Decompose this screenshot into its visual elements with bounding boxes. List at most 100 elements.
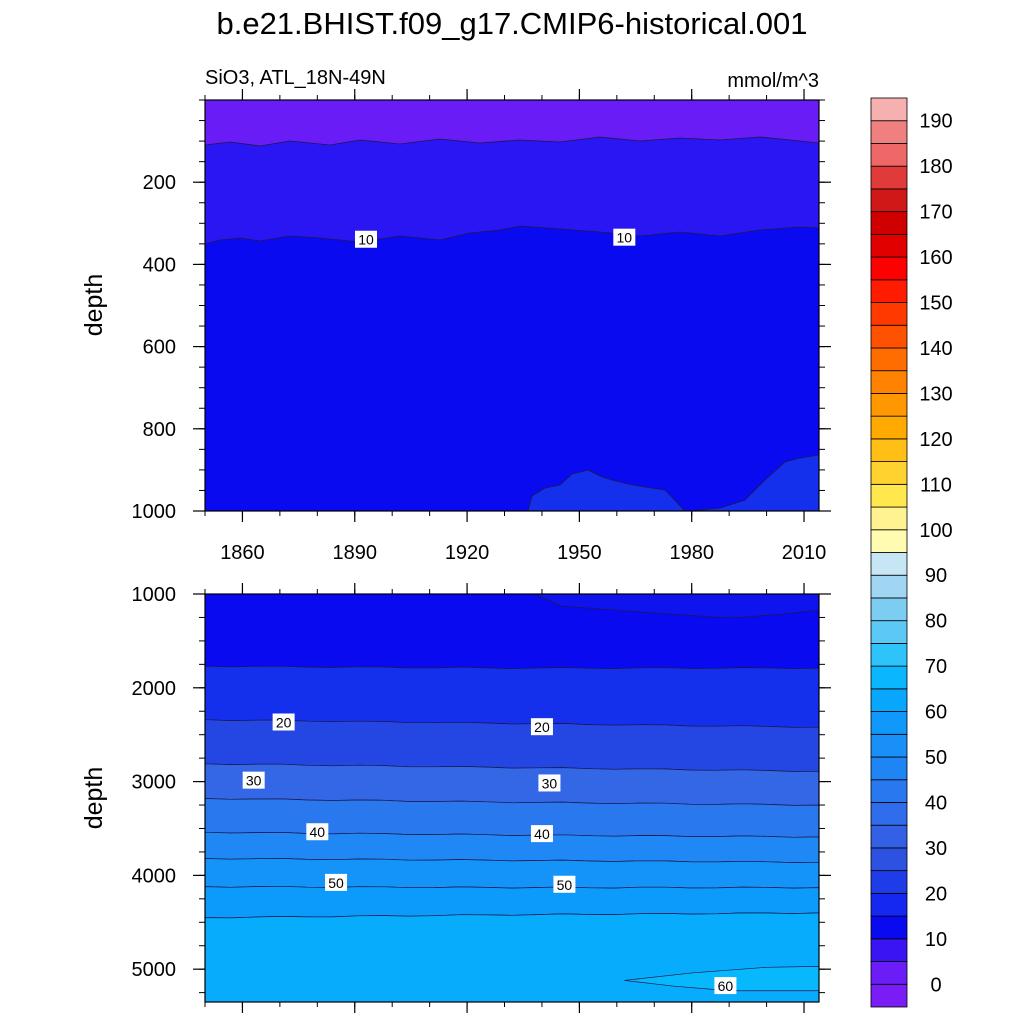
lower-top-patch xyxy=(534,594,819,619)
colorbar-box xyxy=(870,415,908,440)
colorbar-label: 100 xyxy=(919,520,952,542)
colorbar-box xyxy=(870,233,908,258)
colorbar-box xyxy=(870,961,908,985)
colorbar-label: 50 xyxy=(925,747,947,769)
lower-contour-label: 60 xyxy=(714,977,737,995)
colorbar-box xyxy=(870,211,908,235)
chart-title: b.e21.BHIST.f09_g17.CMIP6-historical.001 xyxy=(216,6,808,41)
colorbar-box xyxy=(870,688,908,712)
upper-contour-label: 10 xyxy=(613,228,636,246)
colorbar-box xyxy=(870,733,908,758)
colorbar-box xyxy=(870,847,908,872)
upper-axis-ticks: 1860 1890 1920 1950 1980 2010 200 400 600 800 1000 xyxy=(132,89,831,564)
upper-panel: 1860 1890 1920 1950 1980 2010 200 400 600 800 1000… xyxy=(80,89,831,564)
lower-contour-label: 20 xyxy=(272,713,295,731)
upper-ytick-label: 800 xyxy=(143,419,176,441)
lower-contour-label: 50 xyxy=(553,875,576,893)
upper-xtick-label: 1920 xyxy=(445,542,490,564)
lower-contour-labels: 20 20 30 30 40 40 50 50 60 xyxy=(242,713,737,995)
lower-contour-label: 40 xyxy=(530,825,553,843)
colorbar-label: 20 xyxy=(925,883,947,905)
lower-contour-label-text: 50 xyxy=(557,877,573,893)
colorbar-box xyxy=(870,665,908,690)
colorbar-label: 120 xyxy=(919,429,952,451)
lower-contour-label: 30 xyxy=(538,774,561,792)
colorbar-label: 0 xyxy=(930,974,941,996)
upper-ytick-label: 400 xyxy=(143,254,176,276)
lower-band xyxy=(205,831,819,863)
colorbar-box xyxy=(870,711,908,735)
upper-ytick-label: 200 xyxy=(143,172,176,194)
colorbar-label: 30 xyxy=(925,838,947,860)
colorbar-box xyxy=(870,279,908,303)
colorbar-box xyxy=(870,620,908,644)
colorbar-box xyxy=(870,347,908,372)
colorbar-box xyxy=(870,574,908,599)
lower-contour-label-box xyxy=(714,977,737,995)
lower-band xyxy=(205,719,819,772)
lower-contour-label-box xyxy=(272,713,295,731)
colorbar-box xyxy=(870,302,908,326)
upper-xtick-label: 1860 xyxy=(220,542,265,564)
lower-contour-label: 40 xyxy=(306,823,329,841)
colorbar-box xyxy=(870,461,908,485)
colorbar-box xyxy=(870,256,908,281)
colorbar-box xyxy=(870,143,908,167)
lower-contour-label-box xyxy=(530,718,553,736)
upper-contour-label-text: 10 xyxy=(358,232,374,248)
lower-contour-label-text: 60 xyxy=(718,978,734,994)
colorbar-box xyxy=(870,892,908,917)
upper-xtick-label: 1980 xyxy=(669,542,714,564)
colorbar-label: 90 xyxy=(925,565,947,587)
colorbar-box xyxy=(870,756,908,781)
lower-contour-label-text: 30 xyxy=(542,775,558,791)
colorbar-box xyxy=(870,506,908,531)
colorbar-box xyxy=(870,438,908,463)
colorbar-box xyxy=(870,529,908,553)
colorbar-label: 160 xyxy=(919,247,952,269)
upper-xtick-label: 1890 xyxy=(333,542,378,564)
lower-ytick-label: 2000 xyxy=(132,678,177,700)
lower-band xyxy=(205,798,819,838)
colorbar-box xyxy=(870,779,908,803)
upper-ytick-label: 1000 xyxy=(132,501,177,523)
colorbar-box xyxy=(870,97,908,122)
lower-contour-label-box xyxy=(306,823,329,841)
colorbar-box xyxy=(870,552,908,576)
upper-plot-area xyxy=(205,100,819,511)
upper-contour-labels: 10 10 xyxy=(354,228,636,248)
colorbar-label: 10 xyxy=(925,929,947,951)
lower-ytick-label: 3000 xyxy=(132,772,177,794)
lower-ytick-label: 4000 xyxy=(132,865,177,887)
colorbar-box xyxy=(870,393,908,417)
colorbar-label: 180 xyxy=(919,156,952,178)
lower-band xyxy=(205,763,819,806)
colorbar-box xyxy=(870,483,908,508)
upper-band-main xyxy=(205,225,819,511)
colorbar-label: 190 xyxy=(919,111,952,133)
colorbar: 0 10 20 30 40 50 60 70 80 90 100 110 120 130 140 150 160… xyxy=(870,97,953,1008)
colorbar-label: 170 xyxy=(919,202,952,224)
lower-contour-label-text: 50 xyxy=(328,875,344,891)
upper-ytick-label: 600 xyxy=(143,337,176,359)
lower-contour-label-box xyxy=(242,771,265,789)
lower-axis-ticks: 1000 2000 3000 4000 5000 xyxy=(132,583,831,1013)
colorbar-label: 70 xyxy=(925,656,947,678)
colorbar-label: 80 xyxy=(925,611,947,633)
lower-contour-label-box xyxy=(530,825,553,843)
lower-ylabel: depth xyxy=(80,767,108,830)
colorbar-label: 150 xyxy=(919,293,952,315)
lower-ytick-label: 5000 xyxy=(132,959,177,981)
colorbar-label: 140 xyxy=(919,338,952,360)
lower-contour-label-text: 20 xyxy=(534,719,550,735)
colorbar-box xyxy=(870,915,908,940)
colorbar-box xyxy=(870,983,908,1008)
upper-bottom-patch-1 xyxy=(527,469,686,511)
lower-contour-label-box xyxy=(553,875,576,893)
colorbar-label: 110 xyxy=(920,474,952,496)
lower-band xyxy=(205,858,819,889)
upper-contour-label-box xyxy=(354,230,377,248)
upper-xtick-label: 1950 xyxy=(557,542,602,564)
upper-contour-label-text: 10 xyxy=(617,230,633,246)
